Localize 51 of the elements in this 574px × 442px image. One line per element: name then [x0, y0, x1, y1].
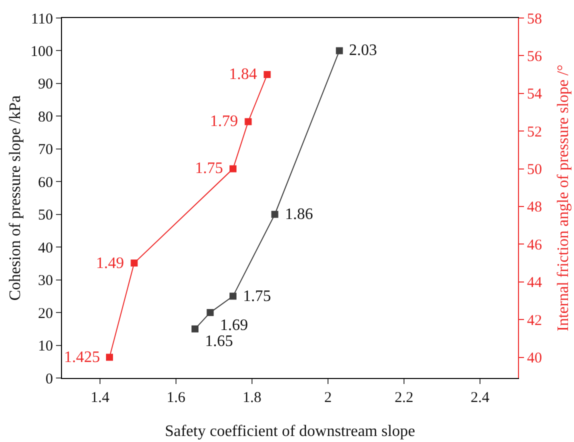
y2-tick-label: 52 — [527, 124, 542, 140]
point — [130, 260, 138, 267]
point — [230, 292, 236, 300]
annotation: 1.49 — [96, 255, 124, 272]
y-tick-label: 80 — [38, 109, 53, 126]
x-tick-label: 2.2 — [394, 390, 414, 406]
y-tick-label: 60 — [38, 174, 53, 191]
annotation: 1.84 — [229, 66, 257, 83]
x-axis-title: Safety coefficient of downstream slope — [164, 423, 416, 440]
y-tick-label: 50 — [38, 208, 53, 224]
y-tick-label: 90 — [38, 76, 53, 93]
y2-tick-label: 56 — [527, 48, 542, 65]
annotation: 1.75 — [243, 288, 271, 305]
y-axis-title: Cohesion of pressure slope /kPa — [7, 95, 24, 301]
y-tick-label: 100 — [30, 44, 53, 60]
y2-tick-label: 42 — [527, 312, 542, 329]
annotation: 1.425 — [64, 349, 100, 366]
x-tick-label: 1.8 — [242, 390, 262, 406]
x-tick-label: 1.6 — [166, 390, 186, 406]
y-tick-label: 40 — [38, 240, 53, 256]
y-tick-label: 10 — [38, 338, 53, 355]
annotation: 1.79 — [210, 113, 238, 130]
y2-tick-label: 44 — [527, 275, 542, 292]
point — [230, 165, 236, 172]
y-tick-label: 20 — [38, 306, 53, 322]
point — [206, 309, 214, 316]
annotation: 1.65 — [205, 333, 233, 350]
point — [106, 354, 113, 361]
annotation: 1.75 — [195, 160, 223, 177]
y2-tick-label: 48 — [527, 200, 542, 216]
y-tick-label: 0 — [46, 371, 53, 388]
point — [264, 71, 271, 78]
y-tick-label: 30 — [38, 273, 53, 290]
y2-tick-label: 58 — [527, 11, 542, 28]
point — [244, 118, 252, 126]
annotation: 2.03 — [349, 42, 377, 59]
annotation: 1.86 — [285, 206, 313, 223]
x-tick-label: 2 — [324, 390, 332, 406]
y2-tick-label: 40 — [527, 350, 542, 367]
point — [192, 325, 198, 332]
point — [271, 210, 278, 218]
y-tick-label: 70 — [38, 142, 53, 158]
annotation: 1.69 — [220, 317, 248, 334]
x-tick-label: 2.4 — [470, 390, 490, 406]
y2-tick-label: 54 — [527, 86, 542, 103]
y2-tick-label: 50 — [527, 162, 542, 178]
y2-tick-label: 46 — [527, 237, 542, 254]
y-tick-label: 110 — [31, 11, 53, 28]
point — [336, 47, 343, 54]
x-tick-label: 1.4 — [90, 390, 110, 406]
y2-axis-title: Internal friction angle of pressure slope /° — [555, 64, 572, 332]
